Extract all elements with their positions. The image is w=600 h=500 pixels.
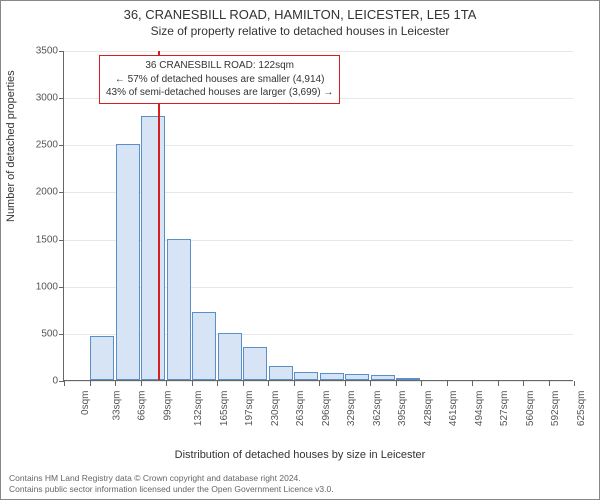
histogram-bar bbox=[243, 347, 267, 380]
x-tick-label: 296sqm bbox=[321, 391, 332, 427]
y-tick-label: 500 bbox=[18, 328, 58, 339]
x-tick-mark bbox=[294, 381, 295, 386]
histogram-bar bbox=[167, 239, 191, 380]
x-tick-mark bbox=[217, 381, 218, 386]
x-tick-mark bbox=[64, 381, 65, 386]
x-tick-mark bbox=[268, 381, 269, 386]
x-tick-label: 494sqm bbox=[474, 391, 485, 427]
footer-line-1: Contains HM Land Registry data © Crown c… bbox=[9, 473, 334, 484]
x-tick-mark bbox=[370, 381, 371, 386]
x-tick-mark bbox=[421, 381, 422, 386]
y-tick-mark bbox=[59, 51, 64, 52]
x-tick-label: 428sqm bbox=[423, 391, 434, 427]
footer-line-2: Contains public sector information licen… bbox=[9, 484, 334, 495]
histogram-bar bbox=[345, 374, 369, 380]
y-tick-label: 3500 bbox=[18, 46, 58, 57]
info-line-2: ← 57% of detached houses are smaller (4,… bbox=[106, 73, 333, 87]
x-tick-label: 263sqm bbox=[295, 391, 306, 427]
x-tick-mark bbox=[447, 381, 448, 386]
x-tick-label: 527sqm bbox=[499, 391, 510, 427]
histogram-bar bbox=[90, 336, 114, 380]
x-tick-label: 329sqm bbox=[346, 391, 357, 427]
marker-info-box: 36 CRANESBILL ROAD: 122sqm ← 57% of deta… bbox=[99, 55, 340, 104]
x-tick-mark bbox=[319, 381, 320, 386]
histogram-bar bbox=[116, 144, 140, 380]
x-tick-label: 0sqm bbox=[80, 391, 91, 415]
x-tick-mark bbox=[90, 381, 91, 386]
x-tick-mark bbox=[396, 381, 397, 386]
histogram-bar bbox=[320, 373, 344, 380]
histogram-bar bbox=[269, 366, 293, 380]
x-tick-mark bbox=[166, 381, 167, 386]
x-tick-mark bbox=[523, 381, 524, 386]
x-tick-mark bbox=[498, 381, 499, 386]
x-tick-label: 230sqm bbox=[270, 391, 281, 427]
y-tick-label: 1500 bbox=[18, 234, 58, 245]
y-tick-label: 2000 bbox=[18, 187, 58, 198]
footer-attribution: Contains HM Land Registry data © Crown c… bbox=[9, 473, 334, 495]
y-tick-mark bbox=[59, 98, 64, 99]
info-line-3: 43% of semi-detached houses are larger (… bbox=[106, 86, 333, 100]
x-tick-mark bbox=[141, 381, 142, 386]
x-tick-mark bbox=[549, 381, 550, 386]
x-tick-label: 560sqm bbox=[525, 391, 536, 427]
x-tick-label: 33sqm bbox=[111, 391, 122, 421]
x-axis-label: Distribution of detached houses by size … bbox=[1, 449, 599, 461]
x-tick-mark bbox=[574, 381, 575, 386]
y-tick-label: 3000 bbox=[18, 93, 58, 104]
x-tick-label: 592sqm bbox=[550, 391, 561, 427]
y-tick-label: 1000 bbox=[18, 281, 58, 292]
x-tick-label: 165sqm bbox=[219, 391, 230, 427]
y-tick-mark bbox=[59, 145, 64, 146]
chart-title-main: 36, CRANESBILL ROAD, HAMILTON, LEICESTER… bbox=[1, 7, 599, 22]
x-tick-mark bbox=[192, 381, 193, 386]
histogram-bar bbox=[192, 312, 216, 380]
x-tick-label: 461sqm bbox=[448, 391, 459, 427]
y-tick-label: 0 bbox=[18, 376, 58, 387]
y-axis-label: Number of detached properties bbox=[5, 70, 17, 222]
x-tick-label: 99sqm bbox=[162, 391, 173, 421]
grid-line bbox=[64, 51, 573, 52]
histogram-bar bbox=[218, 333, 242, 380]
x-tick-mark bbox=[345, 381, 346, 386]
chart-area: 05001000150020002500300035000sqm33sqm66s… bbox=[63, 51, 573, 411]
x-tick-label: 197sqm bbox=[244, 391, 255, 427]
histogram-bar bbox=[371, 375, 395, 380]
histogram-bar bbox=[396, 378, 420, 380]
y-tick-mark bbox=[59, 192, 64, 193]
x-tick-label: 362sqm bbox=[372, 391, 383, 427]
y-tick-label: 2500 bbox=[18, 140, 58, 151]
chart-container: 36, CRANESBILL ROAD, HAMILTON, LEICESTER… bbox=[0, 0, 600, 500]
x-tick-label: 132sqm bbox=[193, 391, 204, 427]
x-tick-label: 395sqm bbox=[397, 391, 408, 427]
y-tick-mark bbox=[59, 287, 64, 288]
info-line-1: 36 CRANESBILL ROAD: 122sqm bbox=[106, 59, 333, 73]
y-tick-mark bbox=[59, 240, 64, 241]
x-tick-mark bbox=[243, 381, 244, 386]
chart-title-sub: Size of property relative to detached ho… bbox=[1, 24, 599, 38]
histogram-bar bbox=[141, 116, 165, 380]
x-tick-label: 625sqm bbox=[576, 391, 587, 427]
histogram-bar bbox=[294, 372, 318, 380]
x-tick-label: 66sqm bbox=[137, 391, 148, 421]
y-tick-mark bbox=[59, 334, 64, 335]
x-tick-mark bbox=[472, 381, 473, 386]
x-tick-mark bbox=[115, 381, 116, 386]
